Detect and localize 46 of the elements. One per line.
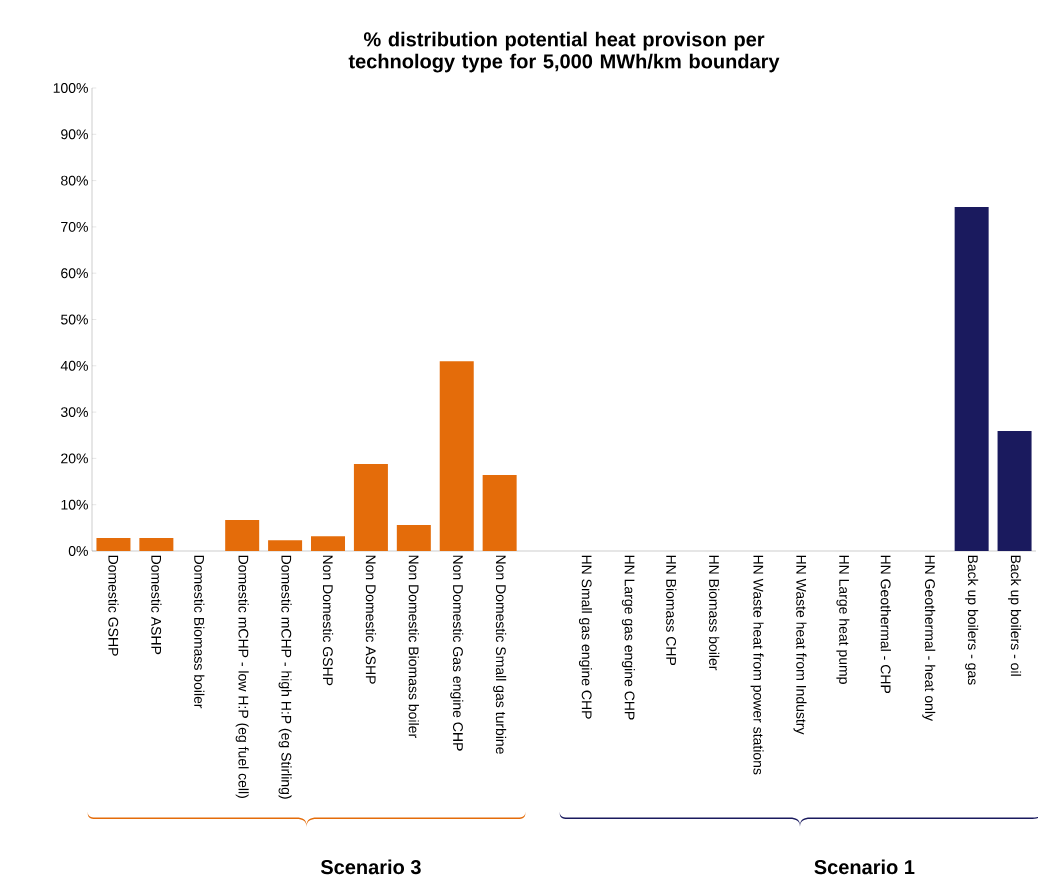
x-tick-label: HN Large gas engine CHP xyxy=(621,555,635,720)
x-tick-label: Domestic ASHP xyxy=(151,555,162,655)
bar xyxy=(268,540,303,551)
x-tick-label: Non Domestic Small gas turbine xyxy=(493,555,507,754)
x-tick-label: Back up boilers - gas xyxy=(965,555,979,685)
bar xyxy=(997,431,1032,551)
x-tick-label: HN Biomass boiler xyxy=(709,555,720,671)
bar xyxy=(96,538,131,551)
x-tick-label: HN Waste heat from power stations xyxy=(750,555,764,775)
text: Scenario 1 xyxy=(814,859,915,875)
bar xyxy=(396,525,431,551)
text: Scenario 3 xyxy=(320,859,421,875)
x-tick-label: HN Geothermal - CHP xyxy=(880,555,891,694)
bar xyxy=(954,206,989,551)
chart-title: % distribution potential heat provison per technology type for 5,000 MWh/km boundary xyxy=(348,31,780,73)
y-tick-label: 100% xyxy=(53,83,88,93)
bar xyxy=(311,536,345,551)
y-tick-label: 40% xyxy=(60,360,88,371)
bar xyxy=(482,475,517,551)
x-tick-label: Domestic Biomass boiler xyxy=(194,555,205,709)
y-tick-label: 80% xyxy=(61,175,88,186)
x-tick-label: Domestic GSHP xyxy=(108,555,119,656)
y-tick-label: 30% xyxy=(60,407,88,418)
y-tick-label: 90% xyxy=(61,129,88,140)
x-tick-label: Non Domestic Biomass boiler xyxy=(408,555,419,738)
bar xyxy=(225,519,260,551)
x-tick-label: Back up boilers - oil xyxy=(1008,555,1022,676)
y-tick-label: 60% xyxy=(61,268,88,279)
y-tick-label: 20% xyxy=(61,453,88,464)
x-tick-label: Domestic mCHP - high H:P (eg Stirling) xyxy=(278,555,292,799)
x-tick-label: Domestic mCHP - low H:P (eg fuel cell) xyxy=(235,555,249,798)
x-tick-label: Non Domestic Gas engine CHP xyxy=(450,555,464,751)
x-tick-label: HN Small gas engine CHP xyxy=(578,555,592,719)
x-tick-label: HN Biomass CHP xyxy=(666,555,677,666)
x-tick-label: HN Geothermal - heat only xyxy=(922,555,936,721)
x-tick-label: Non Domestic GSHP xyxy=(322,555,334,686)
y-tick-label: 0% xyxy=(68,546,88,556)
y-tick-label: 50% xyxy=(61,314,88,325)
x-tick-label: HN Waste heat from Industry xyxy=(793,555,807,735)
y-tick-label: 70% xyxy=(61,221,88,232)
x-tick-label: HN Large heat pump xyxy=(836,555,850,684)
y-tick-label: 10% xyxy=(61,499,88,510)
bar xyxy=(353,463,388,551)
bar xyxy=(439,361,474,551)
bar xyxy=(139,538,174,551)
x-tick-label: Non Domestic ASHP xyxy=(365,555,377,684)
